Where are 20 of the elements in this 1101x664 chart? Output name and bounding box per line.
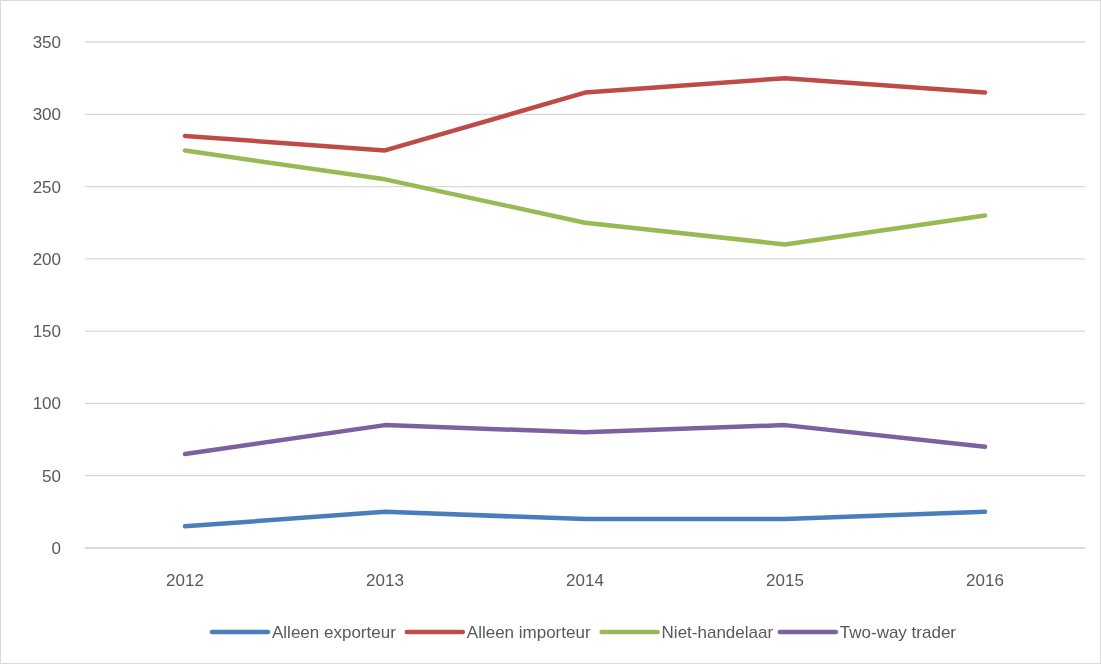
y-tick-label: 350 — [32, 32, 61, 52]
y-tick-label: 0 — [51, 538, 61, 558]
y-tick-label: 50 — [42, 466, 61, 486]
y-tick-label: 250 — [32, 177, 61, 197]
y-tick-label: 100 — [32, 394, 61, 414]
x-tick-label: 2012 — [166, 571, 204, 590]
legend-label: Two-way trader — [839, 622, 957, 642]
legend-label: Niet-handelaar — [661, 622, 774, 642]
line-series — [182, 422, 988, 457]
x-tick-label: 2016 — [966, 571, 1004, 590]
y-tick-label: 200 — [32, 249, 61, 269]
x-tick-label: 2015 — [766, 571, 804, 590]
line-series — [182, 148, 988, 247]
legend-label: Alleen importeur — [466, 622, 591, 642]
line-series — [182, 75, 988, 153]
y-tick-label: 300 — [32, 105, 61, 125]
x-tick-label: 2013 — [366, 571, 404, 590]
legend-label: Alleen exporteur — [272, 622, 397, 642]
y-tick-label: 150 — [32, 322, 61, 342]
x-tick-label: 2014 — [566, 571, 604, 590]
